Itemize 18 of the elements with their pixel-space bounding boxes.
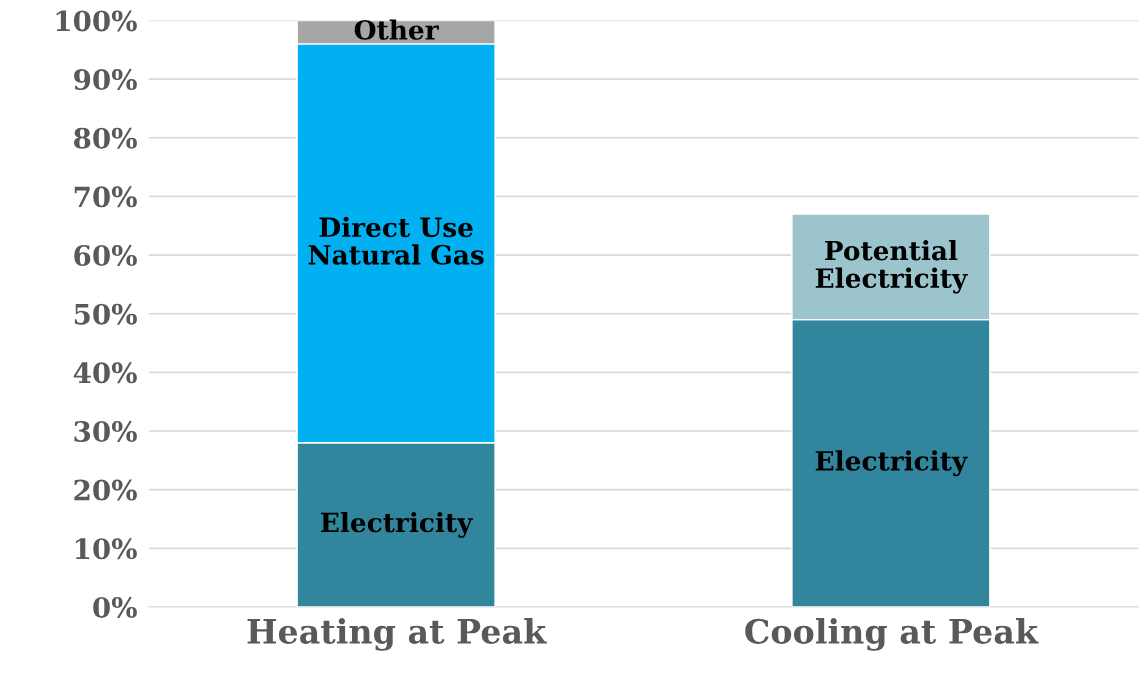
series-label: Potential Electricity (815, 240, 968, 294)
series-label: Electricity (320, 511, 474, 538)
y-tick-label: 10% (75, 538, 137, 560)
y-tick-label: 20% (74, 479, 137, 501)
y-tick-label: 50% (74, 303, 137, 325)
series-label: Direct Use Natural Gas (308, 216, 484, 265)
series-label: Other (354, 19, 439, 40)
y-tick-label: 100% (56, 10, 137, 32)
y-tick-label: 80% (74, 127, 137, 149)
y-tick-label: 90% (74, 69, 137, 91)
x-tick-label: Heating at Peak (247, 618, 547, 651)
x-tick-label: Cooling at Peak (745, 618, 1039, 651)
y-tick-label: 30% (74, 420, 137, 442)
y-tick-label: 40% (73, 362, 137, 384)
y-tick-label: 60% (74, 245, 137, 267)
y-tick-label: 0% (93, 596, 137, 618)
y-tick-label: 70% (74, 186, 137, 208)
text: Electricity (815, 450, 968, 477)
